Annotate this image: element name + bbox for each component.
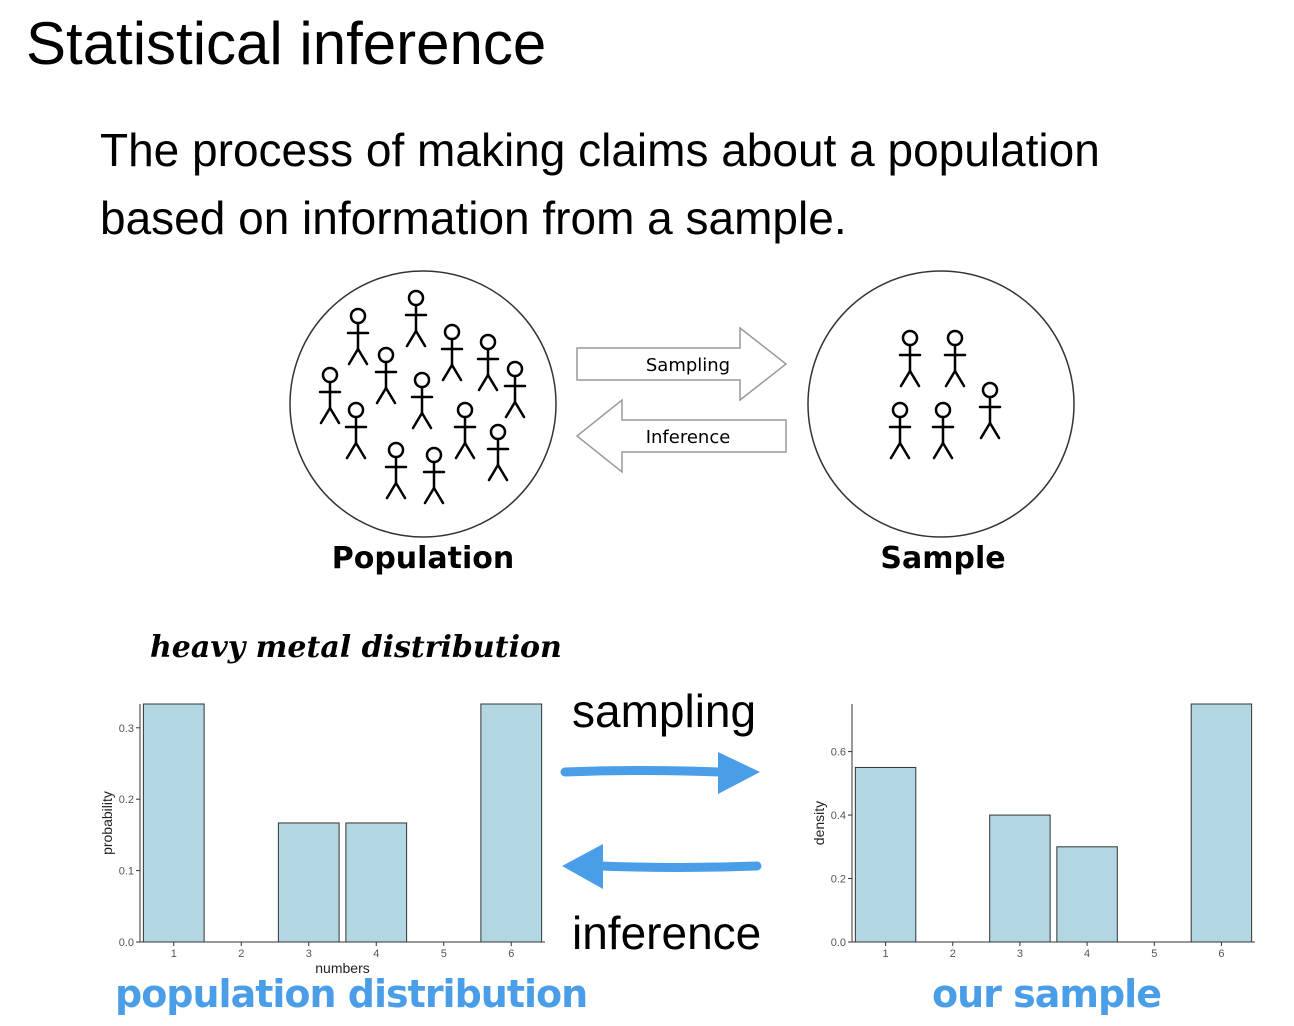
x-tick-label: 1	[883, 948, 889, 960]
stick-figure-icon	[318, 366, 342, 425]
x-tick-label: 1	[171, 948, 177, 960]
x-axis-title: numbers	[315, 960, 369, 976]
our-sample-caption: our sample	[932, 972, 1162, 1016]
sampling-arrow: Sampling	[576, 326, 788, 402]
sample-circle	[807, 270, 1075, 538]
bar	[1056, 846, 1118, 943]
y-axis-title: probability	[99, 791, 115, 855]
bar	[480, 703, 543, 943]
stick-figure-icon	[440, 323, 464, 382]
y-tick-label: 0.0	[119, 937, 134, 949]
y-tick-label: 0.3	[119, 723, 134, 735]
stick-figure-icon	[344, 401, 368, 460]
bar	[989, 814, 1051, 943]
definition-text: The process of making claims about a pop…	[100, 116, 1280, 252]
stick-figure-icon	[476, 333, 500, 392]
definition-line-1: The process of making claims about a pop…	[100, 124, 1100, 176]
population-distribution-chart: 1 2 3 4 5 6 0.0 0.1 0.2 0.3 probability numbers	[99, 703, 545, 976]
population-people	[318, 289, 527, 505]
inference-arrow: Inference	[575, 398, 787, 474]
stick-figure-icon	[422, 446, 446, 505]
sampling-word: sampling	[572, 685, 757, 737]
x-tick-label: 4	[373, 948, 379, 960]
stick-figure-icon	[888, 401, 912, 460]
sample-people	[888, 329, 1002, 460]
stick-figure-icon	[453, 401, 477, 460]
sampling-blue-arrow	[560, 752, 760, 794]
population-distribution-caption: population distribution	[115, 972, 588, 1016]
inference-blue-arrow	[562, 844, 762, 889]
y-tick-label: 0.6	[831, 747, 846, 759]
y-tick-label: 0.4	[831, 810, 846, 822]
bar	[345, 822, 408, 943]
stick-figure-icon	[943, 329, 967, 388]
inference-arrow-label: Inference	[646, 427, 731, 448]
definition-line-2: based on information from a sample.	[100, 192, 847, 244]
stick-figure-icon	[978, 381, 1002, 440]
sample-label: Sample	[880, 541, 1005, 576]
bar	[854, 766, 917, 943]
y-tick-label: 0.0	[831, 937, 846, 949]
y-tick-label: 0.2	[831, 874, 846, 886]
sampling-arrow-label: Sampling	[646, 355, 730, 376]
x-tick-label: 6	[1218, 948, 1224, 960]
heavy-metal-title: heavy metal distribution	[150, 630, 562, 665]
bar	[142, 703, 205, 943]
x-tick-label: 5	[441, 948, 447, 960]
x-tick-label: 6	[508, 948, 514, 960]
population-circle	[289, 270, 557, 538]
x-tick-label: 4	[1084, 948, 1090, 960]
x-tick-label: 2	[950, 948, 956, 960]
population-label: Population	[332, 541, 515, 576]
stick-figure-icon	[384, 441, 408, 500]
x-tick-label: 3	[1017, 948, 1023, 960]
inference-word: inference	[572, 907, 762, 959]
stick-figure-icon	[931, 401, 955, 460]
bar	[277, 822, 340, 943]
stick-figure-icon	[346, 307, 370, 366]
bar	[1190, 703, 1253, 943]
stick-figure-icon	[410, 371, 434, 430]
page-title: Statistical inference	[26, 10, 547, 77]
x-tick-label: 3	[306, 948, 312, 960]
stick-figure-icon	[404, 289, 428, 348]
y-tick-label: 0.2	[119, 794, 134, 806]
x-tick-label: 5	[1151, 948, 1157, 960]
stick-figure-icon	[486, 423, 510, 482]
x-tick-label: 2	[238, 948, 244, 960]
stick-figure-icon	[898, 329, 922, 388]
stick-figure-icon	[503, 360, 527, 419]
y-axis-title: density	[811, 801, 827, 845]
y-tick-label: 0.1	[119, 866, 134, 878]
stick-figure-icon	[374, 346, 398, 405]
sample-distribution-chart: 1 2 3 4 5 6 0.0 0.2 0.4 0.6 density	[811, 703, 1255, 960]
